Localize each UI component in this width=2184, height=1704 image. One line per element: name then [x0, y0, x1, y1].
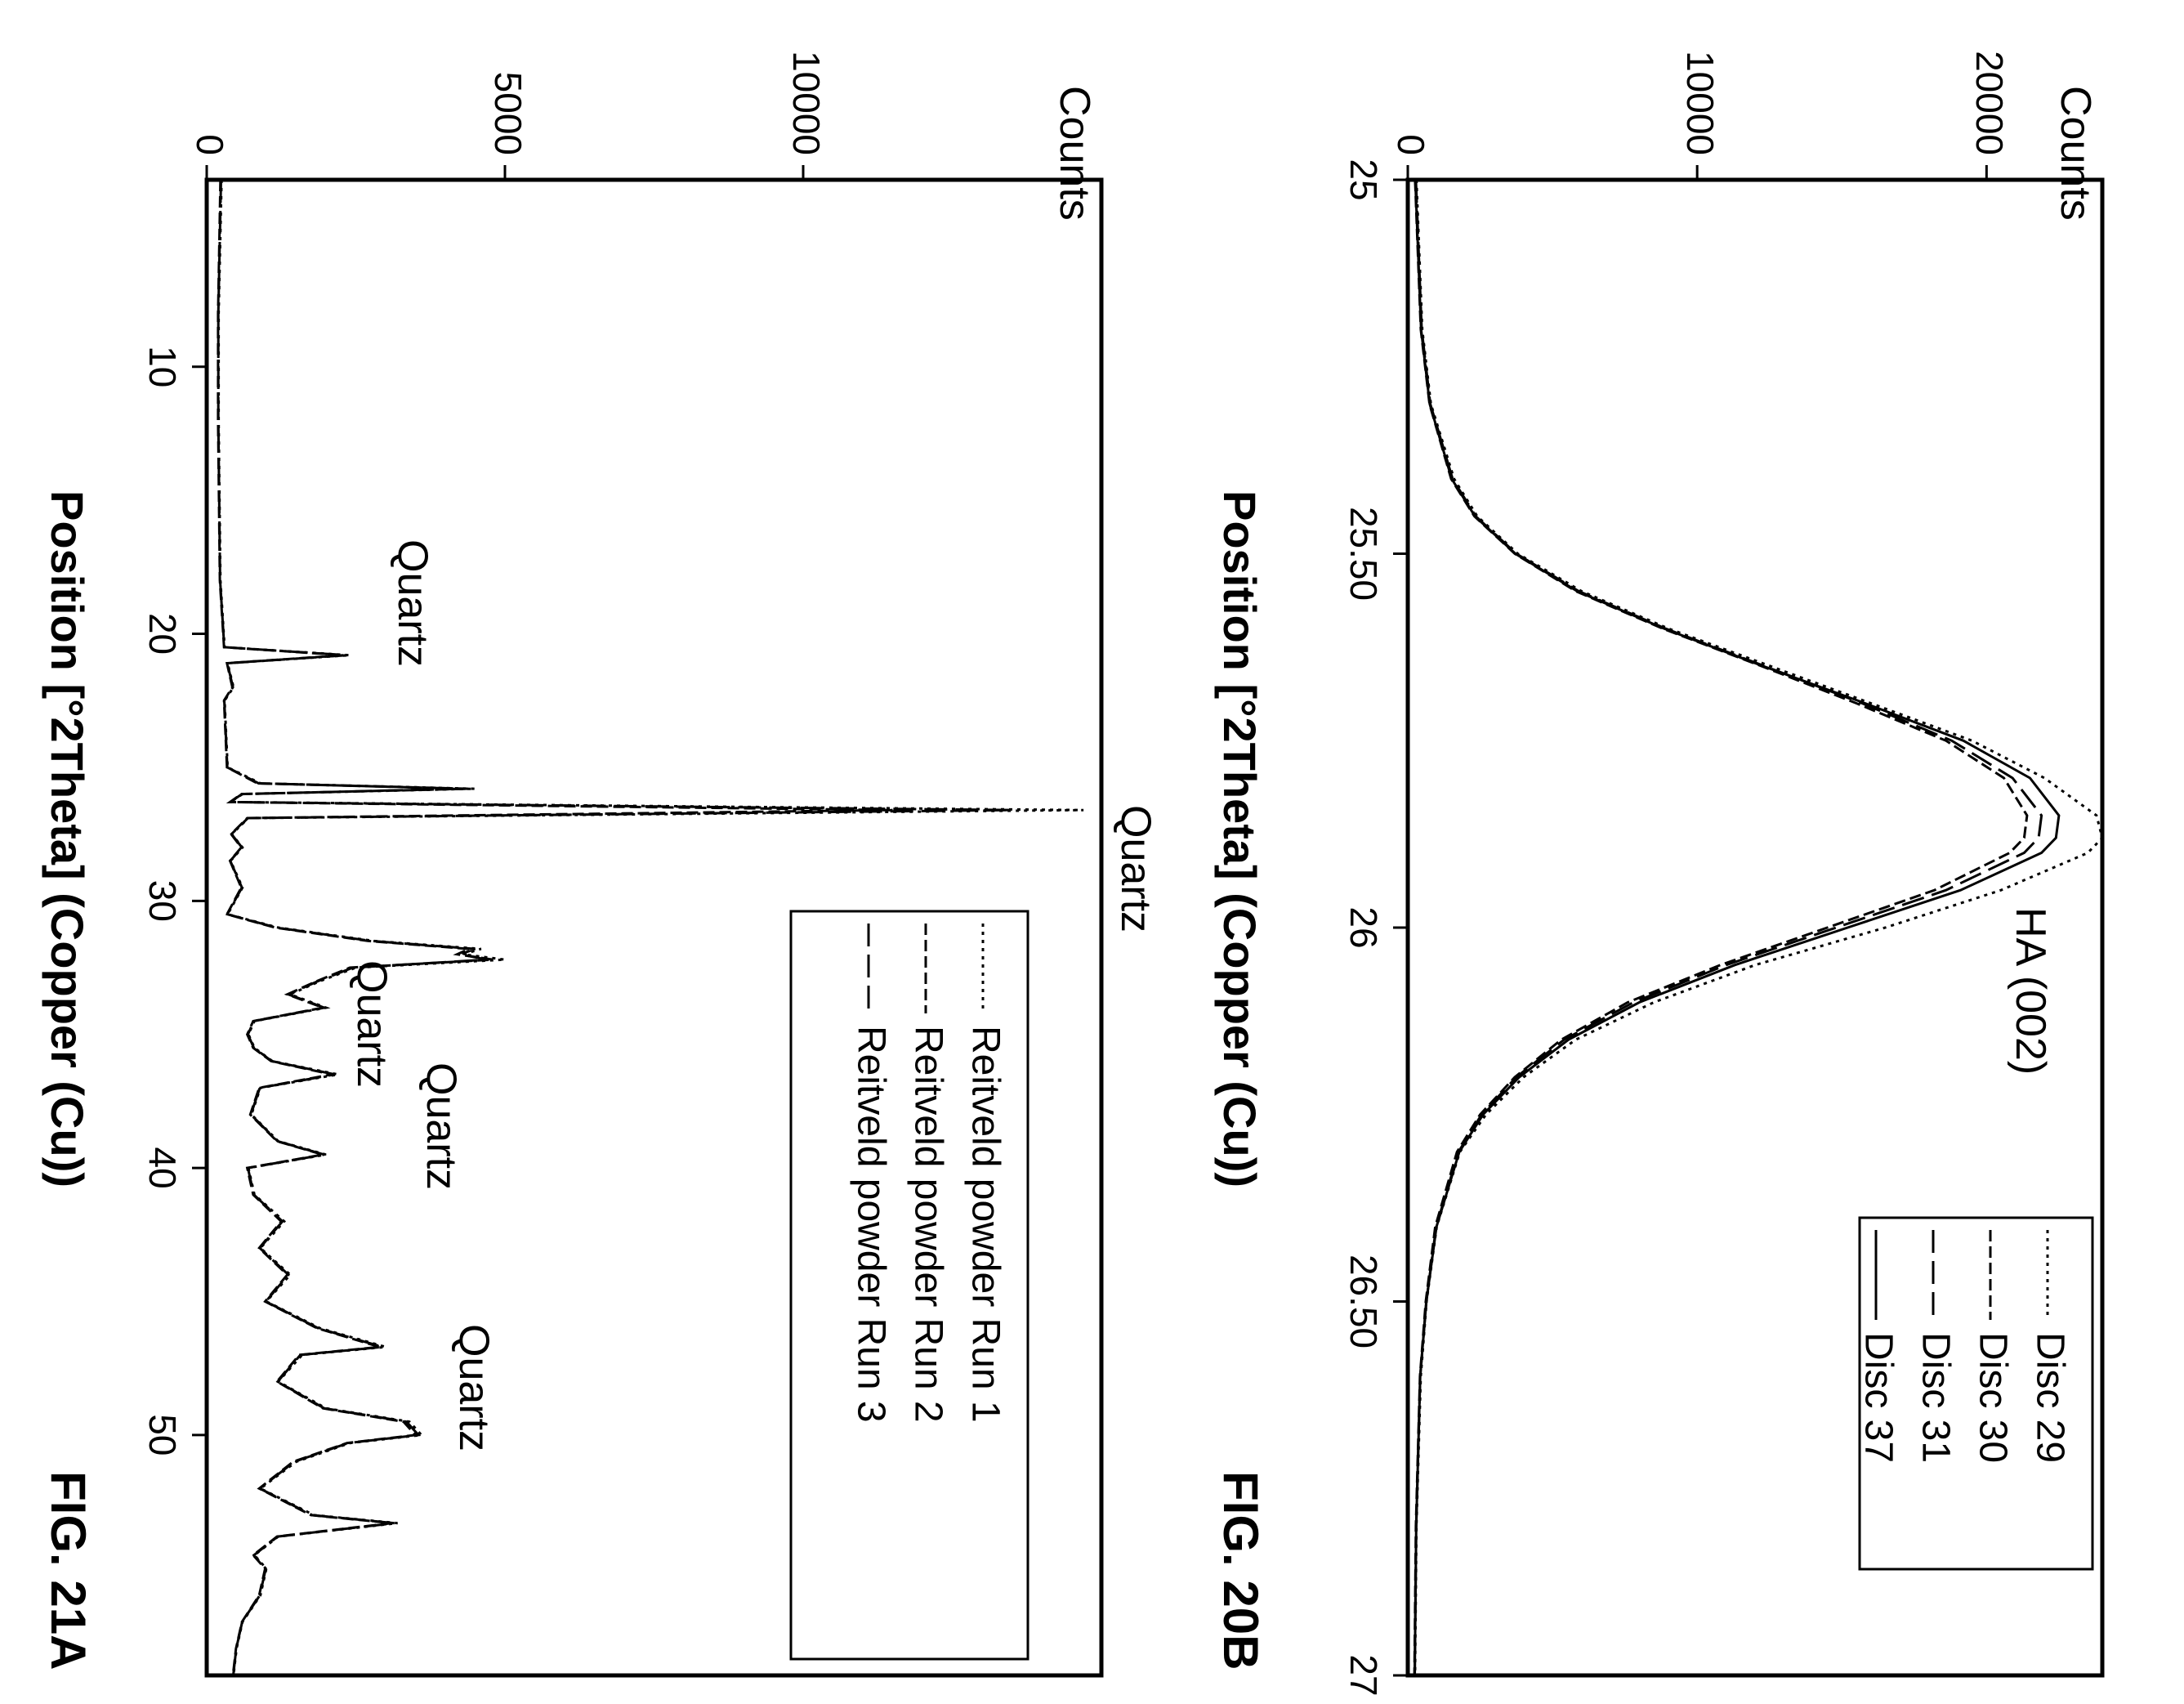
x-tick-label: 25	[1342, 159, 1385, 200]
fig21a-plot-frame	[204, 177, 1104, 1678]
fig21a-ylabel: Counts	[1051, 86, 1098, 221]
x-tick-label: 26.50	[1342, 1255, 1385, 1348]
fig21a-xlabel: Position [°2Theta] (Copper (Cu))	[42, 490, 93, 1187]
x-tick-label: 26	[1342, 906, 1385, 948]
fig20b-xlabel: Position [°2Theta] (Copper (Cu))	[1214, 490, 1266, 1187]
legend-label: Disc 30	[1971, 1332, 2014, 1463]
x-tick-label: 25.50	[1342, 507, 1385, 601]
legend-label: Reitveld powder Run 1	[963, 1026, 1007, 1423]
fig21a-legend-entries: Reitveld powder Run 1 Reitveld powder Run…	[849, 924, 1007, 1423]
x-tick-label: 27	[1342, 1654, 1385, 1696]
x-tick-label: 10	[141, 346, 184, 387]
fig20b-annotation-ha002: HA (002)	[2007, 907, 2054, 1075]
y-tick-label: 10000	[785, 51, 828, 155]
fig21a-chart: 10 20 30 40 50 0 5000 10000 Reitveld powder Ru…	[41, 51, 1159, 1678]
y-tick-label: 0	[189, 134, 231, 155]
fig20b-figure-label: FIG. 20B	[1213, 1471, 1268, 1670]
fig21a-legend-box	[789, 910, 1029, 1661]
legend-label: Disc 29	[2028, 1332, 2071, 1463]
y-tick-label: 0	[1390, 134, 1432, 155]
y-tick-label: 20000	[1968, 51, 2011, 155]
legend-label: Reitveld powder Run 2	[906, 1026, 949, 1423]
series-line-3	[217, 179, 1012, 1676]
fig20b-series-group	[1413, 179, 2104, 1676]
legend-label: Disc 37	[1856, 1332, 1900, 1463]
fig21a-annotation-quartz-4: Quartz	[418, 1062, 465, 1190]
legend-label: Reitveld powder Run 3	[849, 1026, 892, 1423]
fig20b-legend-entries: Disc 29 Disc 30 Disc 31 Disc 37	[1856, 1230, 2071, 1463]
fig21a-annotation-quartz-1: Quartz	[389, 539, 436, 667]
fig21a-annotation-quartz-3: Quartz	[348, 960, 395, 1088]
x-tick-label: 50	[141, 1414, 184, 1456]
fig20b-y-axis: 0 10000 20000	[1390, 51, 2011, 180]
fig20b-ylabel: Counts	[2052, 86, 2099, 221]
fig21a-x-axis: 10 20 30 40 50	[141, 346, 207, 1456]
fig21a-legend: Reitveld powder Run 1 Reitveld powder Run…	[789, 910, 1029, 1661]
legend-label: Disc 31	[1914, 1332, 1957, 1463]
fig20b-legend: Disc 29 Disc 30 Disc 31 Disc 37	[1856, 1216, 2094, 1571]
x-tick-label: 40	[141, 1147, 184, 1189]
x-tick-label: 30	[141, 880, 184, 922]
fig20b-legend-box	[1858, 1216, 2094, 1571]
fig21a-figure-label: FIG. 21A	[41, 1471, 96, 1670]
series-line-2	[1413, 179, 2029, 1676]
fig20b-x-axis: 25 25.50 26 26.50 27	[1342, 159, 1408, 1697]
x-tick-label: 20	[141, 613, 184, 655]
series-line-4	[1414, 179, 2061, 1676]
fig21a-annotation-quartz-2: Quartz	[1112, 805, 1159, 933]
fig21a-annotation-quartz-5: Quartz	[450, 1324, 498, 1451]
y-tick-label: 10000	[1679, 51, 1722, 155]
fig21a-series-group	[217, 179, 1084, 1676]
y-tick-label: 5000	[487, 72, 529, 155]
fig21a-y-axis: 0 5000 10000	[189, 51, 828, 180]
